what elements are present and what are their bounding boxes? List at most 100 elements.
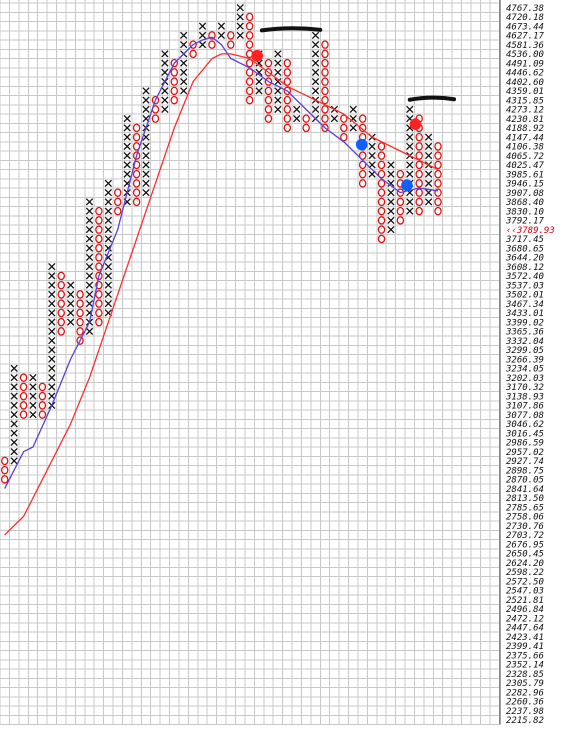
price-tick-label: 3433.01 [505, 309, 544, 319]
o-box [38, 401, 47, 410]
x-box [85, 272, 94, 280]
price-tick-label: 4446.62 [506, 69, 544, 79]
x-box [217, 22, 226, 30]
o-box [132, 169, 141, 179]
o-box [321, 68, 329, 77]
price-tick-label: 3537.03 [505, 281, 544, 291]
o-box [321, 123, 329, 133]
o-box [132, 132, 141, 142]
x-box [349, 105, 357, 114]
x-box [85, 253, 94, 262]
o-box [283, 95, 292, 105]
o-box [38, 391, 47, 401]
x-box [349, 114, 357, 123]
x-box [311, 77, 320, 86]
o-box [396, 169, 405, 179]
x-box [255, 87, 263, 95]
price-tick-label: 2650.45 [506, 550, 544, 560]
x-box [85, 327, 94, 336]
x-box [236, 22, 244, 30]
o-box [0, 456, 9, 466]
o-box [132, 151, 141, 160]
o-box [396, 188, 405, 197]
x-box [29, 383, 37, 391]
o-box [245, 95, 254, 105]
x-box [406, 161, 414, 169]
x-box [85, 281, 94, 289]
o-box [283, 105, 292, 114]
o-box [321, 95, 329, 105]
price-tick-label: 4673.44 [506, 22, 544, 32]
x-box [85, 225, 94, 234]
resistance-stroke [407, 95, 457, 102]
x-box [48, 318, 56, 326]
x-box [424, 133, 433, 141]
price-tick-label: 2758.06 [506, 513, 544, 523]
x-box [387, 188, 395, 197]
o-box [170, 68, 179, 77]
x-box [48, 383, 56, 391]
o-box [208, 31, 216, 40]
o-box [415, 179, 423, 188]
price-tick-label: 2260.36 [506, 698, 544, 708]
price-tick-label: 4106.38 [506, 143, 544, 153]
price-tick-label: 2472.12 [506, 614, 544, 624]
o-box [358, 151, 367, 160]
price-tick-label: 2598.22 [506, 568, 544, 578]
sell-signal-dot [409, 118, 422, 130]
x-box [104, 198, 112, 206]
x-box [349, 124, 357, 132]
o-box [283, 123, 292, 133]
price-tick-label: 3608.12 [505, 263, 544, 273]
x-box [29, 373, 37, 382]
x-box [104, 299, 112, 308]
o-box [114, 197, 122, 207]
o-box [76, 299, 84, 308]
o-box [264, 86, 273, 96]
price-tick-label: 2447.64 [506, 624, 544, 634]
o-box [434, 160, 442, 170]
x-box [311, 105, 320, 114]
price-tick-label: 2399.41 [506, 642, 544, 652]
o-box [245, 21, 254, 31]
o-box [38, 382, 47, 392]
x-box [161, 50, 169, 58]
o-box [76, 327, 84, 336]
o-box [377, 216, 386, 225]
o-box [95, 317, 103, 327]
price-tick-label: 3202.03 [505, 374, 544, 384]
o-box [377, 151, 386, 160]
x-box [10, 373, 18, 382]
price-tick-label: 2521.81 [506, 596, 544, 606]
x-box [424, 188, 433, 197]
x-box [104, 179, 112, 188]
o-box [396, 197, 405, 207]
x-box [48, 272, 56, 280]
price-tick-label: 2841.64 [506, 485, 544, 495]
o-box [114, 188, 122, 197]
price-tick-label: 4402.60 [506, 78, 544, 88]
x-box [311, 87, 320, 95]
o-box [415, 132, 423, 142]
x-box [161, 105, 169, 114]
x-box [161, 68, 169, 77]
o-box [19, 391, 28, 401]
o-box [321, 40, 329, 49]
price-tick-label: 4315.85 [506, 96, 544, 106]
o-box [415, 160, 423, 170]
x-box [66, 318, 75, 326]
x-box [104, 272, 112, 280]
o-box [19, 401, 28, 410]
o-box [0, 475, 9, 484]
o-box [170, 95, 179, 105]
x-box [123, 161, 131, 169]
x-box [142, 96, 150, 104]
price-tick-label: 2870.05 [506, 476, 544, 486]
x-box [48, 309, 56, 317]
price-tick-label: 2813.50 [506, 494, 544, 504]
o-box [264, 114, 273, 123]
x-box [142, 151, 150, 160]
x-box [85, 207, 94, 215]
o-box [95, 253, 103, 262]
x-box [123, 170, 131, 178]
